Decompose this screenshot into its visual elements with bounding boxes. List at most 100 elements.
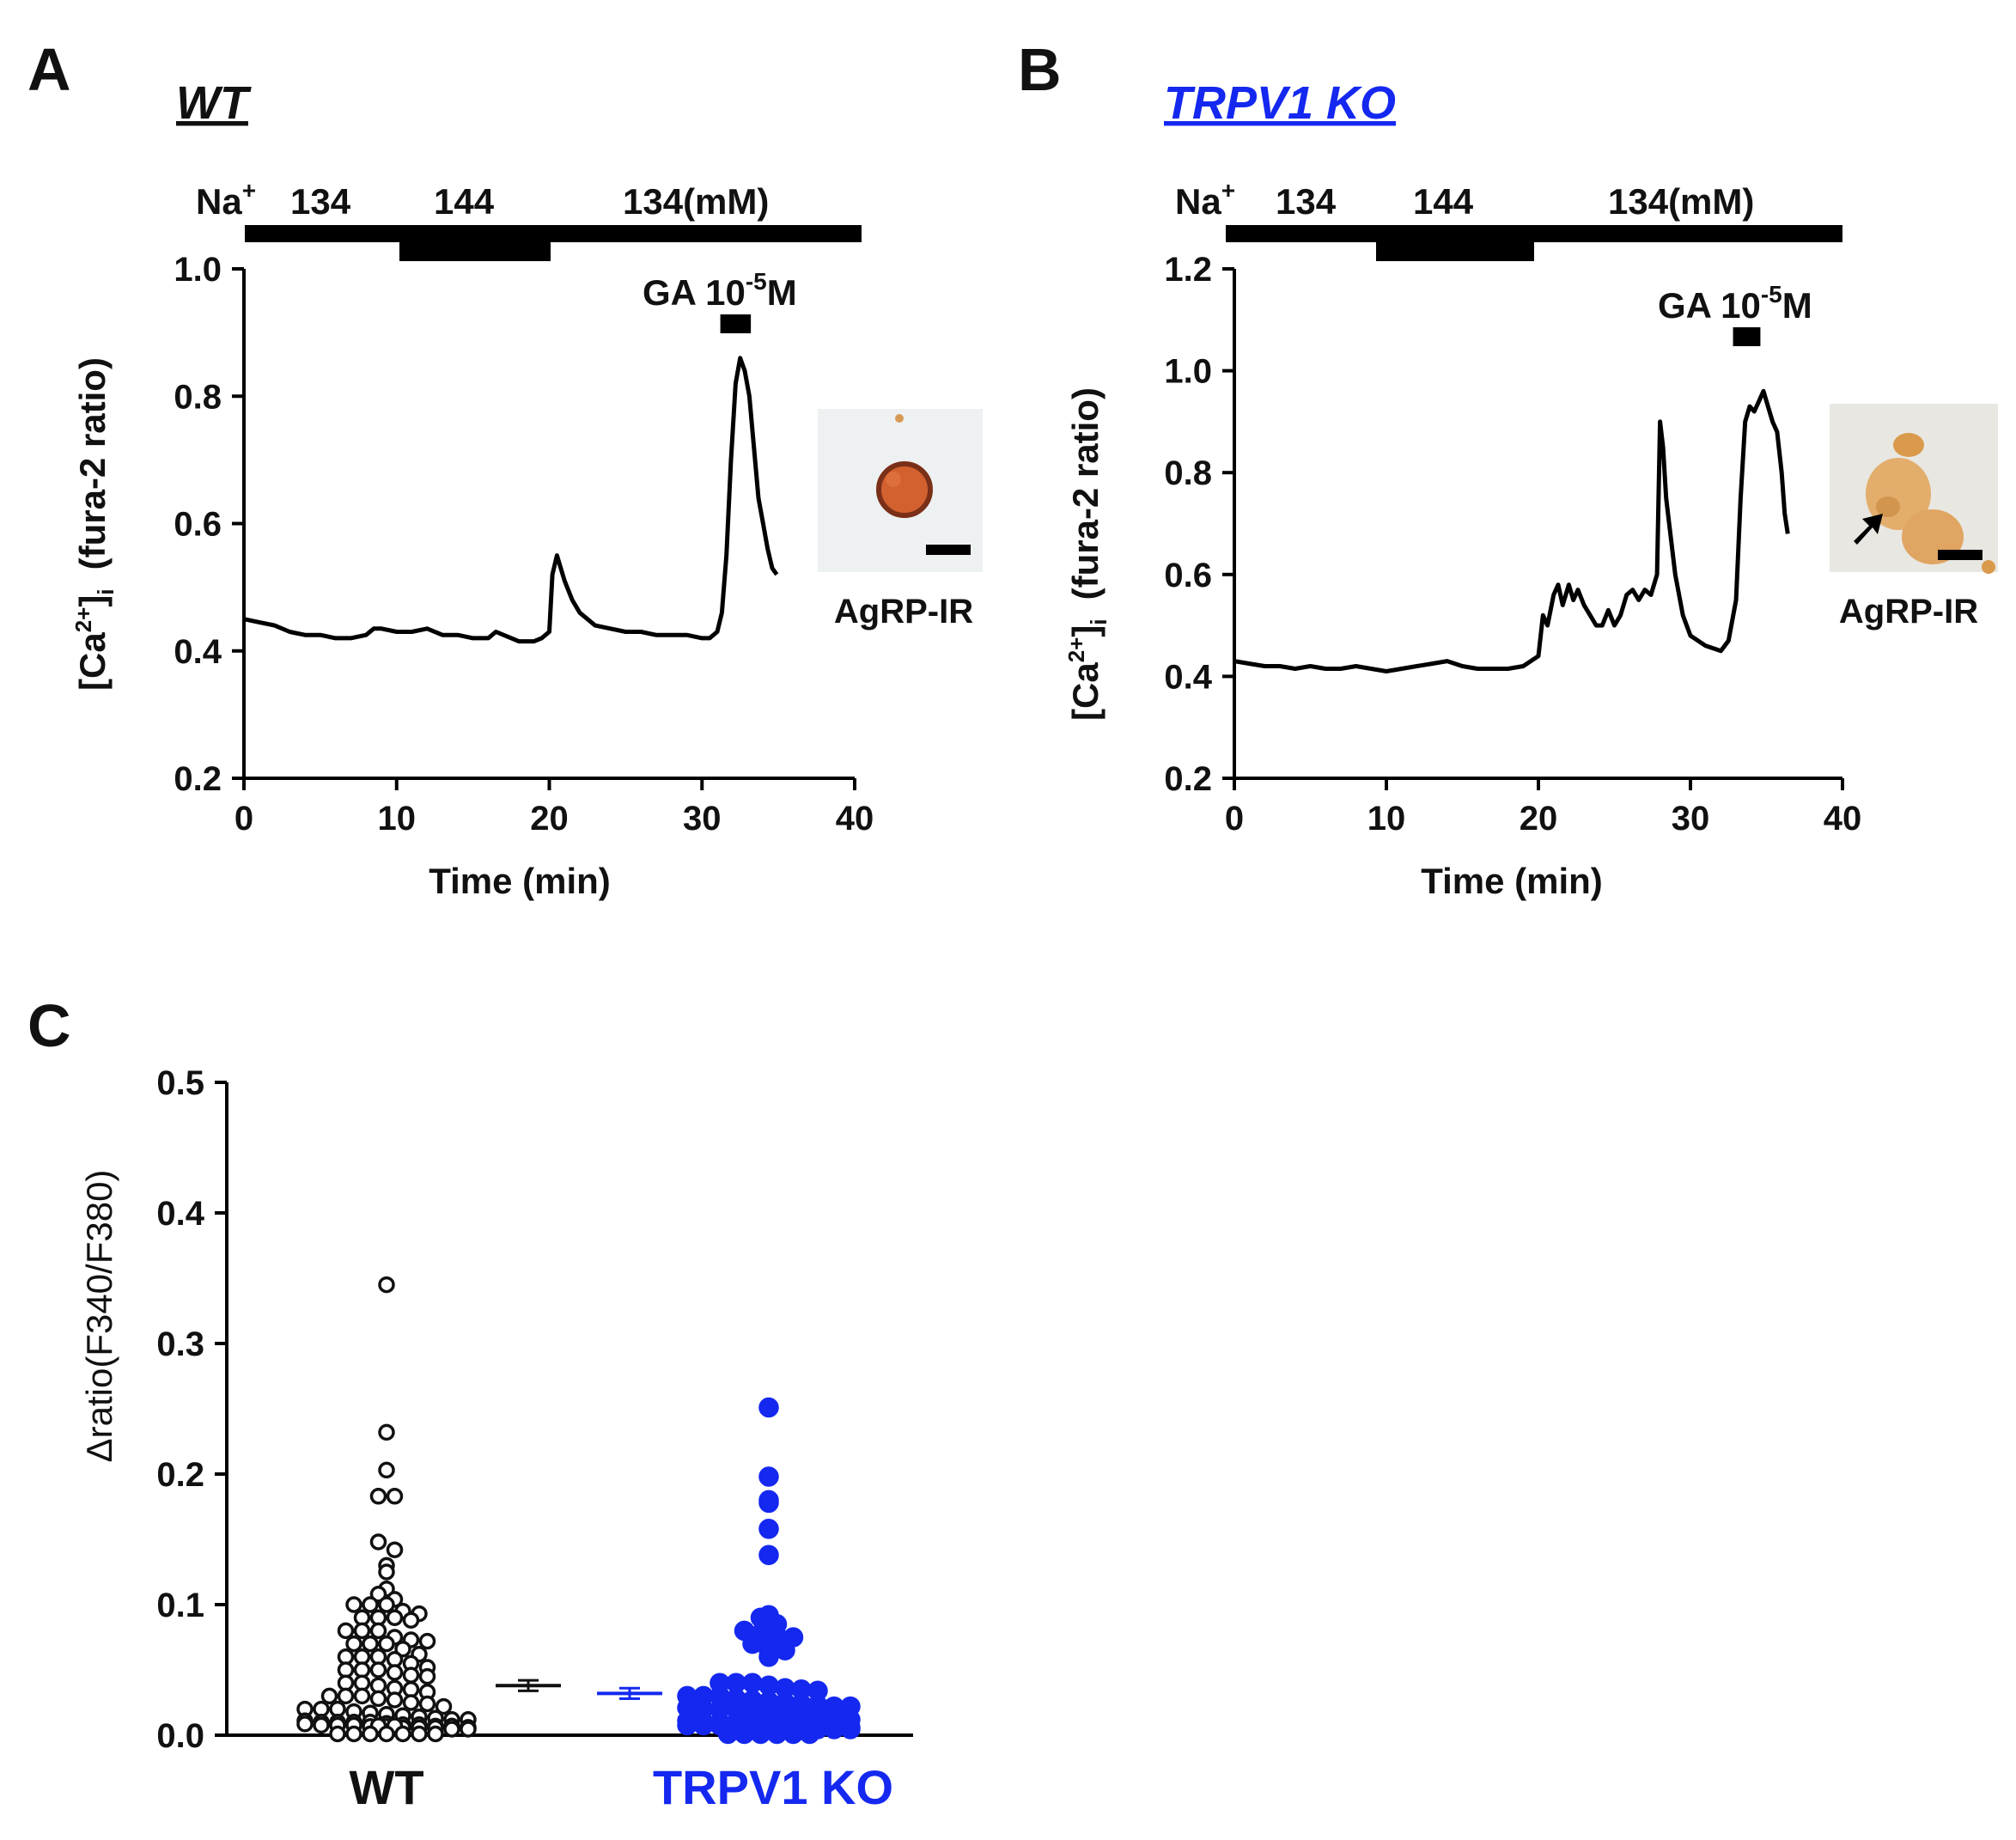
ylabel-ca-pre-a: [Ca xyxy=(72,632,113,691)
svg-text:GA 10-5M: GA 10-5M xyxy=(643,268,797,313)
na-sup-b: + xyxy=(1221,177,1235,204)
y-tick-label-a: 0.6 xyxy=(174,506,222,544)
data-point-wt xyxy=(386,1609,404,1626)
y-tick-label-b: 1.2 xyxy=(1164,251,1212,289)
trace-wt xyxy=(243,356,779,644)
na-bar-thin-a xyxy=(245,225,862,242)
axes-c: 0.0 0.1 0.2 0.3 0.4 0.5 xyxy=(156,1064,913,1755)
data-point-trpv1-ko xyxy=(799,1723,820,1745)
panel-letter-a: A xyxy=(27,36,71,103)
ylabel-ca-tail-b: (fura-2 ratio) xyxy=(1065,387,1105,600)
na-bar-thick-a xyxy=(399,225,551,261)
panel-b-title: TRPV1 KO xyxy=(1164,77,1396,129)
y-tick-label-b: 0.6 xyxy=(1164,557,1212,594)
data-point-wt xyxy=(378,1563,395,1581)
data-point-wt xyxy=(369,1533,387,1551)
ga-unit-b: M xyxy=(1782,285,1812,326)
data-point-wt xyxy=(369,1661,387,1679)
y-tick-label-b: 0.8 xyxy=(1164,454,1212,492)
data-point-wt xyxy=(435,1697,453,1715)
na-label-a: Na xyxy=(196,181,242,222)
y-tick-label-b: 1.0 xyxy=(1164,353,1212,391)
inset-label-b: AgRP-IR xyxy=(1839,593,1978,631)
ylabel-ca-post-a: ] xyxy=(72,595,113,607)
data-point-wt xyxy=(337,1622,355,1640)
data-point-wt xyxy=(411,1725,428,1743)
data-point-wt xyxy=(418,1667,436,1685)
data-point-trpv1-ko xyxy=(840,1719,861,1739)
xlabel-b: Time (min) xyxy=(1421,861,1603,901)
data-point-wt xyxy=(345,1635,362,1653)
ylabel-ca-post-b: ] xyxy=(1065,625,1105,637)
na-label-b: Na xyxy=(1175,181,1221,222)
data-point-wt xyxy=(320,1687,338,1705)
y-tick-label-a: 1.0 xyxy=(174,251,222,289)
data-point-trpv1-ko xyxy=(766,1723,788,1745)
ylabel-c: Δratio(F340/F380) xyxy=(79,1170,119,1463)
x-tick-label-a: 40 xyxy=(836,800,874,838)
data-point-wt xyxy=(378,1423,395,1441)
data-point-wt xyxy=(345,1596,362,1613)
ga-bar-b xyxy=(1733,327,1761,346)
data-point-wt xyxy=(369,1586,387,1603)
data-point-wt xyxy=(369,1488,387,1505)
data-point-wt xyxy=(378,1596,395,1613)
data-point-trpv1-ko xyxy=(758,1647,779,1667)
ylabel-ca-pre-b: [Ca xyxy=(1065,662,1105,721)
scatter-points xyxy=(296,1276,861,1745)
data-point-wt xyxy=(386,1541,404,1558)
x-tick-label-b: 40 xyxy=(1824,800,1862,838)
panel-letter-c: C xyxy=(27,992,71,1059)
data-point-trpv1-ko xyxy=(775,1640,795,1660)
inset-image-a xyxy=(818,409,983,572)
data-point-trpv1-ko xyxy=(758,1519,779,1539)
data-point-wt xyxy=(418,1632,436,1650)
data-point-wt xyxy=(378,1461,395,1479)
panel-a-title: WT xyxy=(176,77,252,129)
data-point-trpv1-ko xyxy=(734,1723,755,1745)
ga-exp-a: -5 xyxy=(746,268,767,295)
data-point-wt xyxy=(418,1695,436,1713)
data-point-trpv1-ko xyxy=(758,1545,779,1565)
svg-text:Na+: Na+ xyxy=(1175,177,1235,222)
na-seg1-a: 134 xyxy=(290,181,351,222)
na-seg3-b: 134(mM) xyxy=(1608,181,1754,222)
data-point-wt xyxy=(337,1687,355,1705)
data-point-wt xyxy=(353,1687,371,1705)
trace-trpv1-ko xyxy=(1233,388,1790,673)
category-label-wt: WT xyxy=(349,1760,423,1814)
data-point-wt xyxy=(353,1622,371,1640)
sodium-bar-a: Na+ 134 144 134(mM) xyxy=(196,177,862,261)
data-point-trpv1-ko xyxy=(693,1715,714,1736)
y-tick-label-c: 0.5 xyxy=(156,1064,204,1102)
data-point-wt xyxy=(362,1725,379,1743)
axes-b: 0.2 0.4 0.6 0.8 1.0 1.2 0 10 20 30 40 xyxy=(1164,251,1861,838)
ylabel-ca-sub-b: i xyxy=(1086,618,1112,625)
panel-c: C 0.0 0.1 0.2 0.3 0.4 0.5 Δratio(F340/F380) W… xyxy=(27,992,913,1814)
data-point-wt xyxy=(329,1725,346,1743)
data-point-wt xyxy=(362,1635,379,1653)
x-tick-label-b: 20 xyxy=(1520,800,1558,838)
inset-image-b xyxy=(1830,404,1998,574)
x-tick-label-a: 20 xyxy=(530,800,569,838)
ylabel-ca-sup-b: 2+ xyxy=(1063,637,1089,663)
data-point-wt xyxy=(362,1596,379,1613)
data-point-wt xyxy=(313,1716,330,1734)
na-sup-a: + xyxy=(242,177,256,204)
data-point-wt xyxy=(369,1690,387,1708)
data-point-wt xyxy=(345,1725,362,1743)
na-seg3-a: 134(mM) xyxy=(623,181,769,222)
y-tick-label-b: 0.4 xyxy=(1164,658,1212,696)
data-point-wt xyxy=(402,1666,420,1684)
data-point-wt xyxy=(427,1725,444,1743)
category-label-trpv1-ko: TRPV1 KO xyxy=(653,1760,893,1814)
na-seg1-b: 134 xyxy=(1276,181,1337,222)
data-point-wt xyxy=(386,1664,404,1681)
mean-sem-markers xyxy=(496,1679,662,1700)
y-tick-label-c: 0.4 xyxy=(156,1195,204,1233)
ga-exp-b: -5 xyxy=(1761,281,1782,308)
ylabel-ca-sub-a: i xyxy=(93,588,119,594)
x-tick-label-a: 0 xyxy=(234,800,253,838)
y-tick-label-a: 0.8 xyxy=(174,378,222,416)
